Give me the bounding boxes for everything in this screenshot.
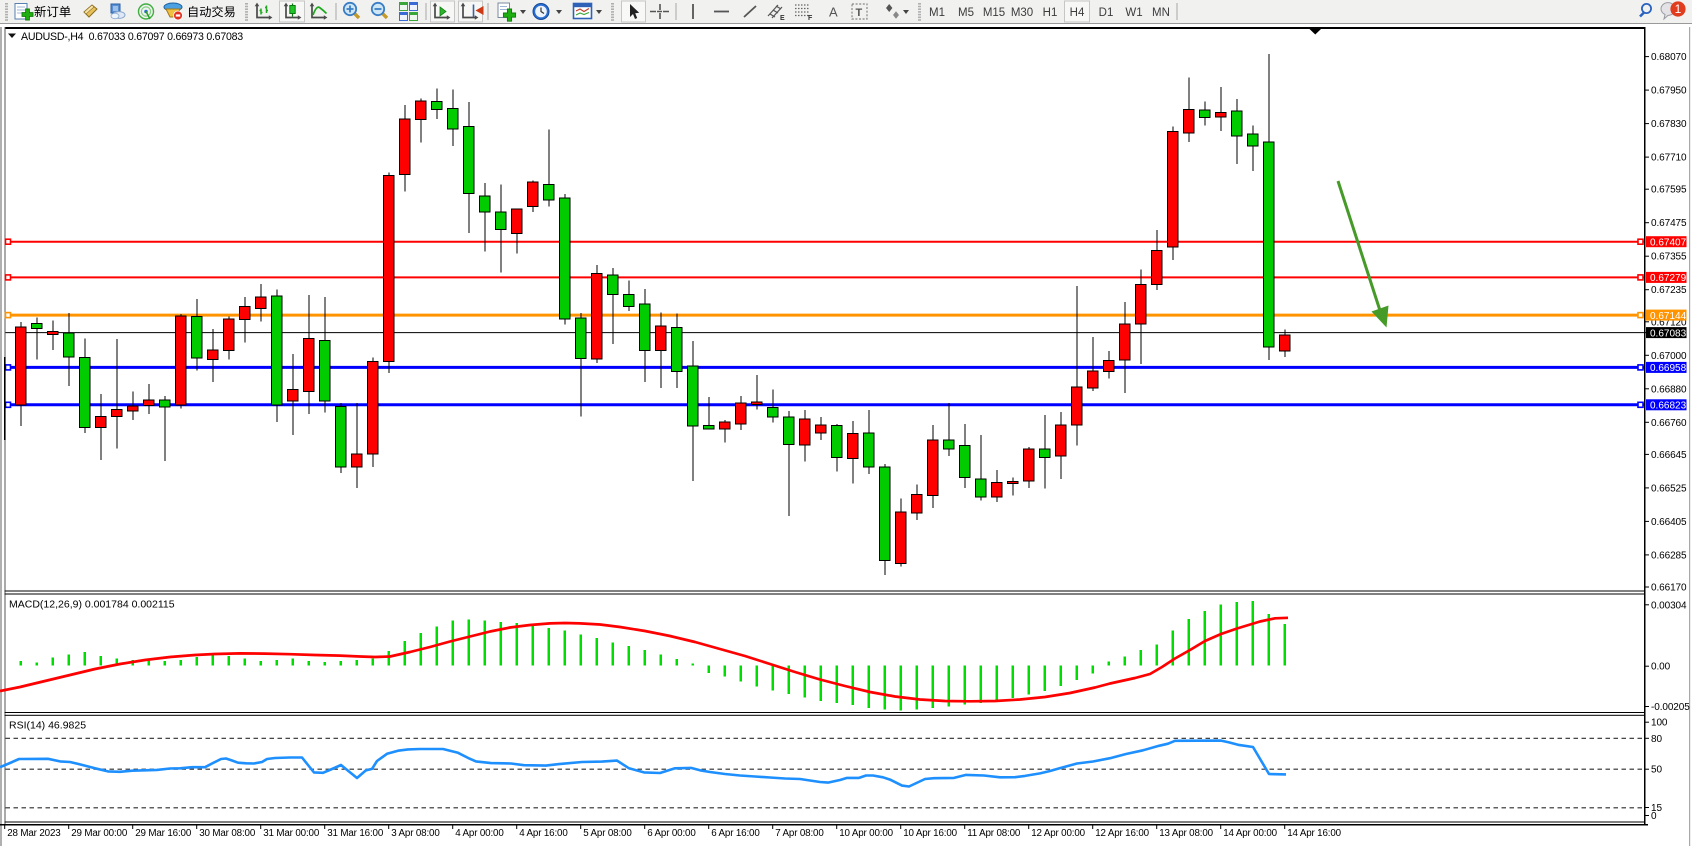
svg-text:-0.00205: -0.00205 — [1651, 702, 1690, 713]
svg-text:RSI(14) 46.9825: RSI(14) 46.9825 — [9, 720, 86, 732]
svg-text:100: 100 — [1651, 718, 1668, 729]
svg-text:0.67235: 0.67235 — [1651, 285, 1687, 296]
svg-text:M30: M30 — [1011, 7, 1033, 19]
svg-text:6 Apr 16:00: 6 Apr 16:00 — [711, 828, 760, 839]
svg-text:0.66170: 0.66170 — [1651, 583, 1687, 594]
svg-text:80: 80 — [1651, 734, 1662, 745]
svg-text:0.67475: 0.67475 — [1651, 218, 1687, 229]
svg-text:0.00: 0.00 — [1651, 662, 1671, 673]
svg-text:5 Apr 08:00: 5 Apr 08:00 — [583, 828, 632, 839]
svg-text:H4: H4 — [1070, 7, 1085, 19]
svg-text:4 Apr 00:00: 4 Apr 00:00 — [455, 828, 504, 839]
svg-text:11 Apr 08:00: 11 Apr 08:00 — [967, 828, 1021, 839]
svg-text:30 Mar 08:00: 30 Mar 08:00 — [199, 828, 256, 839]
svg-text:0.68070: 0.68070 — [1651, 52, 1687, 63]
svg-text:0.66880: 0.66880 — [1651, 384, 1687, 395]
svg-text:0.66958: 0.66958 — [1650, 363, 1687, 374]
svg-text:0.66645: 0.66645 — [1651, 450, 1687, 461]
svg-text:50: 50 — [1651, 765, 1662, 776]
svg-text:0.66525: 0.66525 — [1651, 483, 1687, 494]
svg-text:14 Apr 16:00: 14 Apr 16:00 — [1287, 828, 1341, 839]
svg-text:AUDUSD-,H4 0.67033 0.67097 0.: AUDUSD-,H4 0.67033 0.67097 0.66973 0.670… — [21, 31, 243, 43]
svg-text:F: F — [808, 15, 813, 22]
svg-text:T: T — [856, 7, 863, 19]
svg-text:0.67120: 0.67120 — [1651, 317, 1687, 328]
svg-text:0.66285: 0.66285 — [1651, 550, 1687, 561]
svg-text:A: A — [829, 5, 838, 20]
svg-text:0.67950: 0.67950 — [1651, 86, 1687, 97]
svg-text:0.67083: 0.67083 — [1650, 328, 1687, 339]
svg-text:12 Apr 16:00: 12 Apr 16:00 — [1095, 828, 1149, 839]
svg-text:D1: D1 — [1099, 7, 1114, 19]
svg-text:28 Mar 2023: 28 Mar 2023 — [7, 828, 61, 839]
svg-text:7 Apr 08:00: 7 Apr 08:00 — [775, 828, 824, 839]
svg-text:0.00304: 0.00304 — [1651, 600, 1687, 611]
svg-text:0.67144: 0.67144 — [1650, 311, 1687, 322]
svg-text:0: 0 — [1651, 811, 1657, 822]
svg-text:0.66760: 0.66760 — [1651, 418, 1687, 429]
svg-text:10 Apr 00:00: 10 Apr 00:00 — [839, 828, 893, 839]
svg-text:MACD(12,26,9) 0.001784 0.00211: MACD(12,26,9) 0.001784 0.002115 — [9, 599, 175, 611]
svg-text:M1: M1 — [929, 7, 945, 19]
svg-text:H1: H1 — [1043, 7, 1058, 19]
svg-text:0.67710: 0.67710 — [1651, 153, 1687, 164]
svg-text:29 Mar 16:00: 29 Mar 16:00 — [135, 828, 192, 839]
svg-text:31 Mar 16:00: 31 Mar 16:00 — [327, 828, 384, 839]
svg-text:3 Apr 08:00: 3 Apr 08:00 — [391, 828, 440, 839]
svg-text:0.67279: 0.67279 — [1650, 273, 1687, 284]
svg-text:29 Mar 00:00: 29 Mar 00:00 — [71, 828, 128, 839]
svg-text:MN: MN — [1152, 7, 1170, 19]
svg-text:13 Apr 08:00: 13 Apr 08:00 — [1159, 828, 1213, 839]
svg-text:14 Apr 00:00: 14 Apr 00:00 — [1223, 828, 1277, 839]
svg-text:4 Apr 16:00: 4 Apr 16:00 — [519, 828, 568, 839]
svg-text:6 Apr 00:00: 6 Apr 00:00 — [647, 828, 696, 839]
svg-text:12 Apr 00:00: 12 Apr 00:00 — [1031, 828, 1085, 839]
svg-text:10 Apr 16:00: 10 Apr 16:00 — [903, 828, 957, 839]
svg-text:31 Mar 00:00: 31 Mar 00:00 — [263, 828, 320, 839]
svg-text:M15: M15 — [983, 7, 1005, 19]
svg-text:E: E — [780, 15, 785, 22]
svg-text:M5: M5 — [958, 7, 974, 19]
svg-text:0.66823: 0.66823 — [1650, 401, 1687, 412]
svg-text:0.67830: 0.67830 — [1651, 119, 1687, 130]
svg-text:0.66405: 0.66405 — [1651, 517, 1687, 528]
svg-text:0.67407: 0.67407 — [1650, 237, 1687, 248]
svg-text:15: 15 — [1651, 803, 1662, 814]
svg-text:W1: W1 — [1125, 7, 1142, 19]
svg-text:0.67595: 0.67595 — [1651, 185, 1687, 196]
svg-text:1: 1 — [1675, 2, 1682, 16]
svg-text:0.67000: 0.67000 — [1651, 351, 1687, 362]
svg-text:0.67355: 0.67355 — [1651, 252, 1687, 263]
